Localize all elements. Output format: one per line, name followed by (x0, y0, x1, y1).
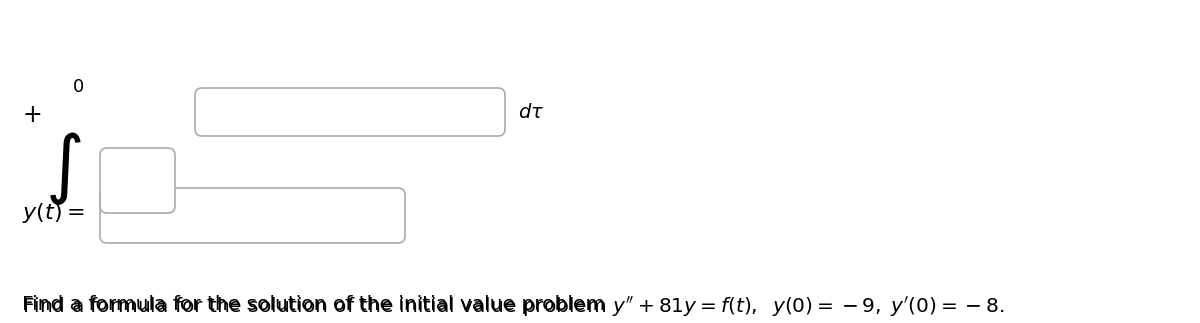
Text: $0$: $0$ (72, 78, 84, 96)
Text: $+$: $+$ (22, 103, 41, 127)
Text: $d\tau$: $d\tau$ (518, 103, 545, 122)
Text: $\int$: $\int$ (46, 130, 82, 207)
FancyBboxPatch shape (100, 188, 406, 243)
Text: $y(t) =$: $y(t) =$ (22, 201, 84, 225)
Text: Find a formula for the solution of the initial value problem: Find a formula for the solution of the i… (22, 295, 612, 314)
Text: Find a formula for the solution of the initial value problem $y''+81y = f(t),\;\: Find a formula for the solution of the i… (22, 295, 1004, 319)
FancyBboxPatch shape (100, 148, 175, 213)
FancyBboxPatch shape (194, 88, 505, 136)
